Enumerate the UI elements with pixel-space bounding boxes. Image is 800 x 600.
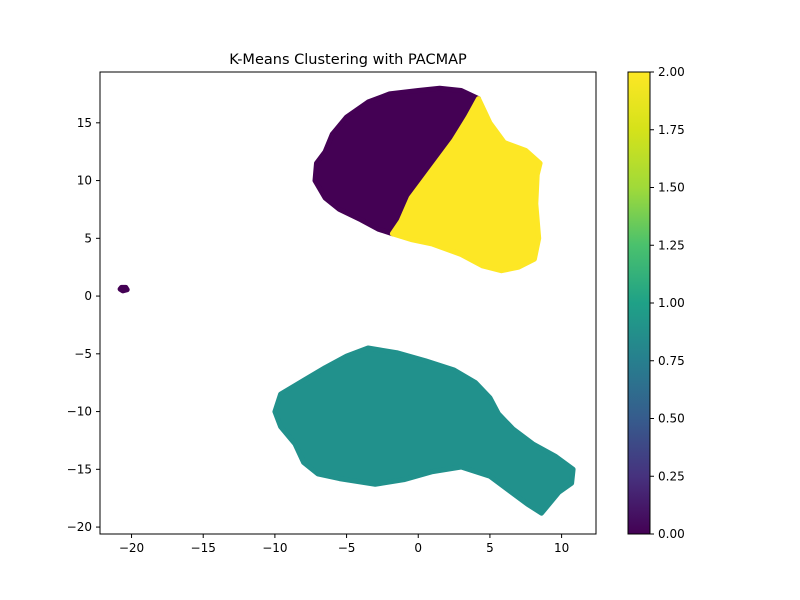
y-tick-label: 5 <box>84 231 92 245</box>
colorbar-tick-label: 1.50 <box>658 181 685 195</box>
colorbar-tick-label: 1.25 <box>658 238 685 252</box>
colorbar-tick-label: 0.75 <box>658 354 685 368</box>
x-tick-label: −10 <box>262 541 287 555</box>
y-tick-label: −15 <box>67 462 92 476</box>
scatter-clusters <box>117 85 576 516</box>
x-tick-label: −15 <box>191 541 216 555</box>
plot-frame <box>99 71 597 535</box>
colorbar-tick-label: 0.50 <box>658 412 685 426</box>
colorbar-tick-label: 1.75 <box>658 123 685 137</box>
colorbar: 0.00 0.25 0.50 0.75 1.00 1.25 1.50 1.75 2.00 <box>627 65 685 541</box>
cluster-0-region-1 <box>117 284 130 294</box>
x-tick-label: 5 <box>486 541 494 555</box>
y-axis: −20 −15 −10 −5 0 5 10 15 <box>67 116 100 534</box>
cluster-1-region-0 <box>272 345 576 516</box>
x-tick-label: 10 <box>554 541 569 555</box>
y-tick-label: −10 <box>67 405 92 419</box>
y-tick-label: 10 <box>77 174 92 188</box>
y-tick-label: 15 <box>77 116 92 130</box>
y-tick-label: −5 <box>74 347 92 361</box>
cluster-2-region-0 <box>389 96 543 274</box>
x-tick-label: 0 <box>414 541 422 555</box>
x-axis: −20 −15 −10 −5 0 5 10 <box>119 534 569 555</box>
x-tick-label: −20 <box>119 541 144 555</box>
y-tick-label: 0 <box>84 289 92 303</box>
colorbar-tick-label: 0.00 <box>658 527 685 541</box>
chart-title: K-Means Clustering with PACMAP <box>229 52 467 68</box>
colorbar-tick-label: 0.25 <box>658 469 685 483</box>
colorbar-gradient <box>628 72 650 534</box>
y-tick-label: −20 <box>67 520 92 534</box>
colorbar-ticks: 0.00 0.25 0.50 0.75 1.00 1.25 1.50 1.75 2.00 <box>650 65 685 541</box>
colorbar-tick-label: 1.00 <box>658 296 685 310</box>
x-tick-label: −5 <box>338 541 356 555</box>
plot-area: −20 −15 −10 −5 0 5 10 −20 −15 −10 −5 0 5 10 15 <box>67 71 597 555</box>
colorbar-tick-label: 2.00 <box>658 65 685 79</box>
